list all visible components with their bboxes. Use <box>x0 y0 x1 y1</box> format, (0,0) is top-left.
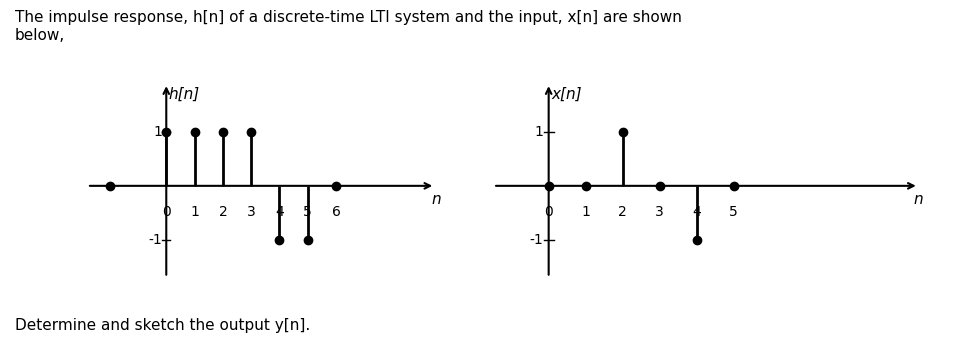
Text: 4: 4 <box>276 205 284 219</box>
Text: n: n <box>913 192 923 207</box>
Text: -1: -1 <box>148 233 162 247</box>
Text: 3: 3 <box>656 205 664 219</box>
Text: 1: 1 <box>534 125 543 139</box>
Text: -1: -1 <box>529 233 543 247</box>
Text: 0: 0 <box>544 205 553 219</box>
Text: 5: 5 <box>304 205 312 219</box>
Text: n: n <box>431 192 441 207</box>
Text: 2: 2 <box>618 205 627 219</box>
Text: x[n]: x[n] <box>551 86 582 101</box>
Text: 6: 6 <box>332 205 340 219</box>
Text: 2: 2 <box>219 205 227 219</box>
Text: 1: 1 <box>153 125 162 139</box>
Text: h[n]: h[n] <box>168 86 200 101</box>
Text: 0: 0 <box>161 205 170 219</box>
Text: 5: 5 <box>729 205 738 219</box>
Text: Determine and sketch the output y[n].: Determine and sketch the output y[n]. <box>15 318 309 333</box>
Text: The impulse response, h[n] of a discrete-time LTI system and the input, x[n] are: The impulse response, h[n] of a discrete… <box>15 10 682 43</box>
Text: 1: 1 <box>190 205 199 219</box>
Text: 1: 1 <box>581 205 590 219</box>
Text: 4: 4 <box>692 205 701 219</box>
Text: 3: 3 <box>247 205 255 219</box>
